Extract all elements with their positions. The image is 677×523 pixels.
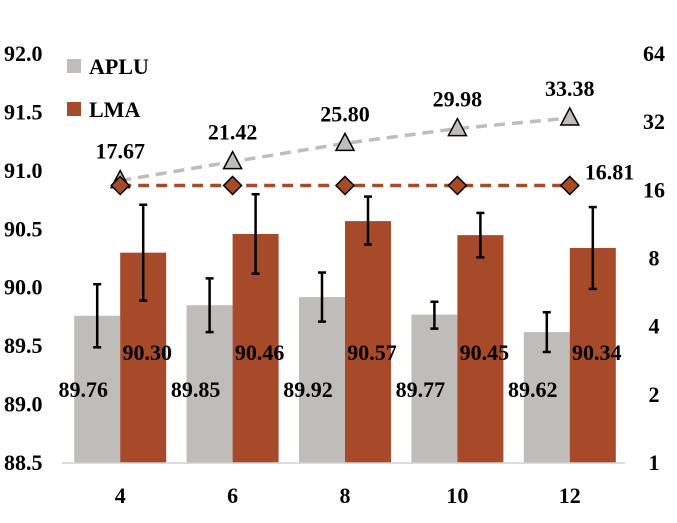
x-tick-label: 8 bbox=[340, 483, 351, 508]
triangle-marker bbox=[559, 106, 581, 126]
y2-tick-label: 16 bbox=[643, 177, 665, 202]
legend-swatch-aplu bbox=[67, 59, 81, 73]
y-tick-label: 90.5 bbox=[4, 216, 43, 241]
secondary-markers bbox=[109, 106, 581, 196]
x-tick-label: 12 bbox=[559, 483, 581, 508]
bars bbox=[74, 221, 616, 463]
bar-lma bbox=[345, 221, 391, 463]
x-tick-label: 6 bbox=[227, 483, 238, 508]
legend-label: APLU bbox=[89, 54, 149, 79]
x-tick-label: 4 bbox=[115, 483, 126, 508]
bar-labels: 89.76 90.30 89.85 90.46 89.92 90.57 89.77 90.45… bbox=[58, 340, 621, 402]
bar-value-label: 90.34 bbox=[572, 340, 622, 365]
legend-label: LMA bbox=[89, 97, 140, 122]
error-bars bbox=[93, 192, 597, 354]
secondary-value-label: 29.98 bbox=[433, 87, 483, 112]
bar-value-label: 89.76 bbox=[58, 377, 108, 402]
diamond-marker bbox=[110, 175, 131, 196]
bar-lma bbox=[457, 235, 504, 463]
y-tick-label: 89.5 bbox=[4, 333, 43, 358]
y-tick-label: 90.0 bbox=[4, 275, 43, 300]
bar-value-label: 89.85 bbox=[171, 377, 221, 402]
secondary-value-label: 25.80 bbox=[320, 101, 370, 126]
bar-value-label: 89.77 bbox=[396, 377, 446, 402]
y-axis-ticks: 88.5 89.0 89.5 90.0 90.5 91.0 91.5 92.0 bbox=[4, 41, 43, 475]
secondary-value-label: 21.42 bbox=[208, 120, 258, 145]
triangle-marker bbox=[334, 131, 356, 152]
x-tick-label: 10 bbox=[446, 483, 468, 508]
diamond-marker bbox=[334, 175, 356, 196]
bar-value-label: 90.46 bbox=[235, 340, 285, 365]
secondary-y-axis-ticks: 1 2 4 8 16 32 64 bbox=[643, 41, 665, 475]
y-tick-label: 88.5 bbox=[4, 450, 43, 475]
x-axis-ticks: 4 6 8 10 12 bbox=[115, 483, 581, 508]
triangle-marker bbox=[222, 150, 243, 170]
y-tick-label: 92.0 bbox=[4, 41, 43, 66]
y-tick-label: 91.5 bbox=[4, 99, 43, 124]
diamond-marker bbox=[559, 175, 580, 196]
bar-aplu bbox=[299, 297, 345, 463]
y2-tick-label: 2 bbox=[649, 382, 660, 407]
y2-tick-label: 1 bbox=[649, 450, 660, 475]
legend: APLU LMA bbox=[67, 54, 149, 122]
diamond-marker bbox=[447, 175, 468, 196]
bar-value-label: 89.62 bbox=[508, 377, 558, 402]
bar-value-label: 90.30 bbox=[122, 340, 172, 365]
bar-value-label: 90.57 bbox=[347, 340, 397, 365]
bar-aplu bbox=[411, 314, 458, 463]
bar-value-label: 90.45 bbox=[460, 340, 510, 365]
bar-value-label: 89.92 bbox=[283, 377, 333, 402]
y-tick-label: 91.0 bbox=[4, 158, 43, 183]
bar-aplu bbox=[523, 332, 570, 463]
y2-tick-label: 64 bbox=[643, 41, 665, 66]
secondary-value-label: 33.38 bbox=[545, 76, 595, 101]
secondary-value-label: 16.81 bbox=[585, 159, 635, 184]
y-tick-label: 89.0 bbox=[4, 392, 43, 417]
y2-tick-label: 32 bbox=[643, 109, 665, 134]
secondary-line-triangle bbox=[119, 116, 570, 183]
secondary-labels: 17.67 21.42 25.80 29.98 33.38 16.81 bbox=[95, 76, 634, 184]
secondary-value-label: 17.67 bbox=[95, 139, 145, 164]
legend-swatch-lma bbox=[67, 102, 81, 116]
triangle-marker bbox=[447, 116, 468, 137]
secondary-lines bbox=[119, 116, 570, 188]
y2-tick-label: 8 bbox=[649, 246, 660, 271]
y2-tick-label: 4 bbox=[649, 314, 660, 339]
diamond-marker bbox=[222, 175, 243, 196]
